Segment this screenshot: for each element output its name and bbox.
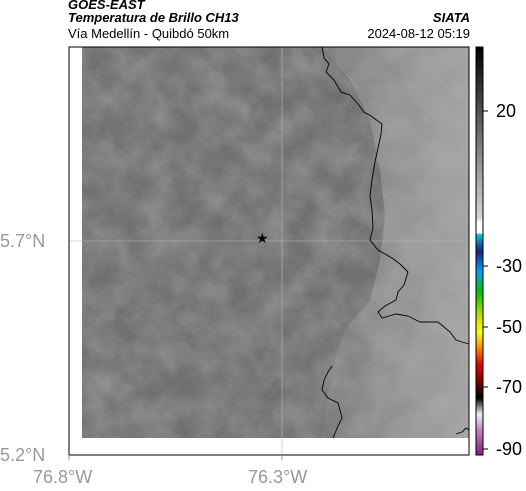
datetime-label: 2024-08-12 05:19 [367,26,470,41]
y-tick-label-5-7n: 5.7°N [0,231,46,251]
cloud-texture [82,47,469,438]
region-subtitle: Vía Medellín - Quibdó 50km [68,26,230,41]
location-star-icon: ★ [256,230,269,246]
colorbar-label-neg70: -70 [496,377,523,397]
agency-label: SIATA [432,10,470,25]
colorbar-label-20: 20 [496,101,517,121]
department-border [321,46,470,439]
colorbar-label-neg90: -90 [496,439,523,459]
map-frame [68,46,470,456]
colorbar-label-neg30: -30 [496,256,523,276]
colorbar [475,46,484,456]
product-title: Temperatura de Brillo CH13 [68,10,239,25]
colorbar-label-neg50: -50 [496,317,523,337]
x-tick-label-76-3w: 76.3°W [248,467,308,487]
x-tick-label-76-8w: 76.8°W [33,467,93,487]
satellite-label: GOES-EAST [68,0,145,12]
y-tick-label-5-2n: 5.2°N [0,445,46,465]
